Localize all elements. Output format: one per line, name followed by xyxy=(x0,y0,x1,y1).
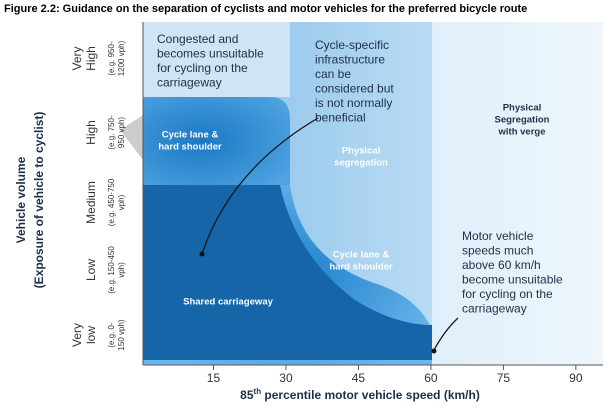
zone-label: segregation xyxy=(334,158,388,169)
zone-label: hard shoulder xyxy=(158,142,222,153)
annotation: becomes unsuitable xyxy=(157,47,264,61)
pointer-dot xyxy=(199,251,205,257)
y-category-note: 950 vph) xyxy=(117,117,126,148)
annotation: Motor vehicle xyxy=(462,229,534,243)
y-category-note: 1200 vph) xyxy=(117,40,126,76)
y-category-note: vph) xyxy=(117,262,126,278)
zone-label: Cycle lane & xyxy=(162,130,219,141)
zone-label: Shared carriageway xyxy=(183,297,273,308)
y-category-note: 150 vph) xyxy=(117,319,126,350)
title: Figure 2.2: Guidance on the separation o… xyxy=(4,3,527,15)
x-label-part: percentile motor vehicle speed (km/h) xyxy=(261,388,480,402)
annotation: beneficial xyxy=(315,111,366,125)
zone-label: Cycle lane & xyxy=(333,250,390,261)
annotation: speeds much xyxy=(462,244,533,258)
y-category-note: vph) xyxy=(117,194,126,210)
y-category-note: (e.g. 750- xyxy=(107,115,116,150)
zone-label: with verge xyxy=(498,127,546,138)
x-tick-label: 15 xyxy=(207,371,221,385)
annotation: considered but xyxy=(315,82,394,96)
zone-label: Segregation xyxy=(495,115,550,126)
annotation: carriageway xyxy=(462,302,527,316)
annotation: Cycle-specific xyxy=(315,38,389,52)
connectors xyxy=(201,117,459,351)
y-category-note: (e.g. 150-450 xyxy=(107,246,116,294)
y-category-label: Very xyxy=(70,46,84,70)
upper-lane-zone xyxy=(143,97,290,185)
y-axis-label: (Exposure of vehicle to cyclist) xyxy=(32,112,46,289)
y-category-label: Very xyxy=(70,323,84,347)
zone-label: Physical xyxy=(503,103,542,114)
shared-zone xyxy=(143,185,432,360)
x-tick-label: 75 xyxy=(497,371,511,385)
y-category-label: High xyxy=(84,46,98,71)
x-tick-label: 45 xyxy=(352,371,366,385)
y-category-note: (e.g. 950- xyxy=(107,41,116,76)
annotation: Congested and xyxy=(157,32,238,46)
y-category-label: low xyxy=(84,326,98,344)
plot-bg xyxy=(120,22,603,365)
annotation: for cycling on the xyxy=(462,287,553,301)
annotation: for cycling on the xyxy=(157,61,248,75)
zone-label: hard shoulder xyxy=(329,262,393,273)
x-label-part: th xyxy=(254,387,262,396)
annotation: infrastructure xyxy=(315,53,385,67)
y-axis-label: Vehicle volume xyxy=(14,156,28,243)
annotation: carriageway xyxy=(157,76,222,90)
x-label-part: 85 xyxy=(240,388,254,402)
zone-label: Physical xyxy=(342,146,381,157)
pointer-line xyxy=(201,117,319,255)
y-category-note: (e.g. 450-750 xyxy=(107,178,116,226)
pointer-line xyxy=(433,317,459,351)
annotation: can be xyxy=(315,67,351,81)
arrow-shade xyxy=(120,115,143,160)
x-tick-label: 90 xyxy=(569,371,583,385)
y-category-label: Low xyxy=(84,259,98,281)
annotation: above 60 km/h xyxy=(462,258,541,272)
y-category-label: High xyxy=(84,120,98,145)
pointer-dot xyxy=(431,348,437,354)
x-tick-label: 60 xyxy=(424,371,438,385)
congested-zone xyxy=(143,22,290,97)
y-category-note: (e.g. 0- xyxy=(107,322,116,348)
x-axis-label: 85th percentile motor vehicle speed (km/… xyxy=(240,387,480,402)
annotation: become unsuitable xyxy=(462,273,563,287)
annotation: is not normally xyxy=(315,96,392,110)
y-category-label: Medium xyxy=(84,181,98,224)
x-tick-label: 30 xyxy=(279,371,293,385)
